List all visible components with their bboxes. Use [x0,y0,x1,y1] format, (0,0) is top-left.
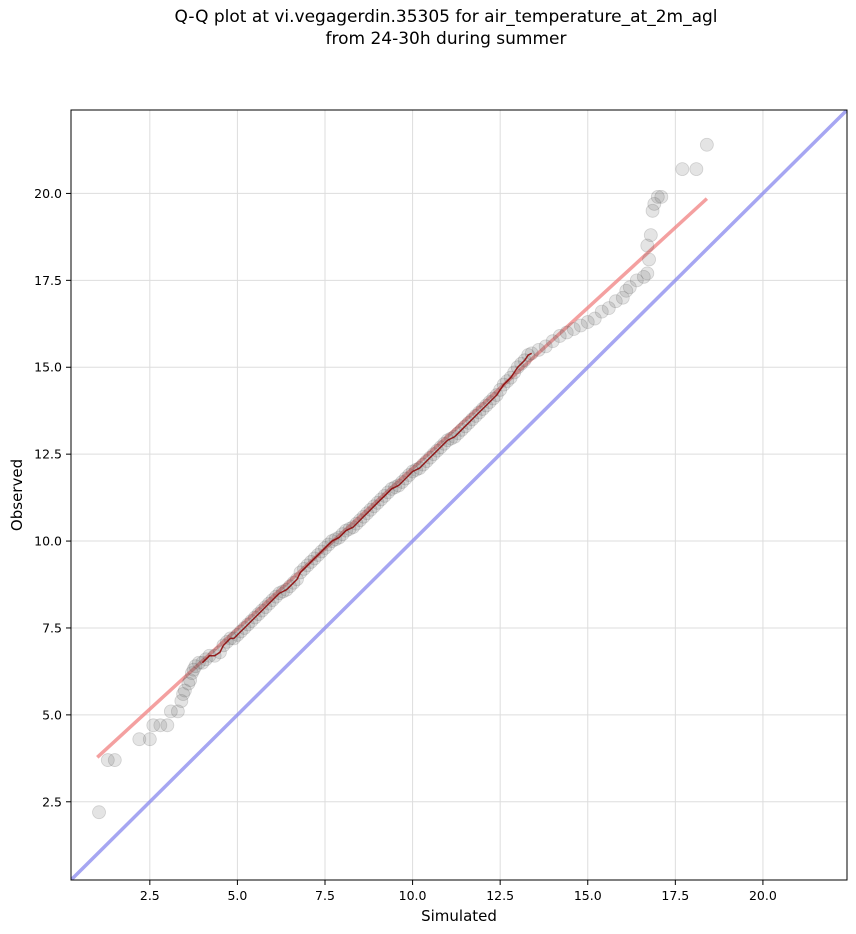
data-point [107,753,122,767]
x-tick-label: 7.5 [315,888,335,903]
data-point [642,252,656,267]
data-point [191,655,206,670]
data-point [594,304,609,319]
x-tick-label: 5.0 [227,888,247,903]
data-point [608,294,623,309]
x-tick-label: 15.0 [574,888,602,903]
data-point [188,659,203,674]
chart-title-line-1: Q-Q plot at vi.vegagerdin.35305 for air_… [174,7,718,27]
data-point [176,687,191,701]
scatter-points [92,137,714,820]
data-point [552,329,567,343]
y-tick-label: 17.5 [34,273,62,288]
x-tick-label: 20.0 [749,888,777,903]
dense-quantile-trace [201,352,533,664]
data-point [545,334,560,349]
fit-line [96,197,709,759]
data-point [531,342,546,357]
plot-area [71,110,847,880]
data-point [160,718,175,733]
y-tick-label: 5.0 [42,707,62,722]
data-point [146,718,161,733]
data-point [181,676,196,691]
data-point [640,266,655,281]
data-point [186,662,201,677]
y-tick-label: 12.5 [34,447,62,462]
y-tick-label: 2.5 [42,794,62,809]
data-point [622,280,637,295]
data-point [640,238,655,253]
data-point [538,339,553,354]
chart-title: Q-Q plot at vi.vegagerdin.35305 for air_… [0,6,856,50]
x-tick-label: 17.5 [661,888,689,903]
y-axis-label: Observed [8,459,26,531]
y-axis-ticks: 2.5 5.0 7.5 10.0 12.5 15.0 17.5 20.0 [34,186,71,809]
data-point [619,283,634,298]
data-point [647,196,662,211]
data-point [573,318,588,333]
data-point [615,290,630,305]
data-point [170,704,185,719]
y-tick-label: 20.0 [34,186,62,201]
dense-trace-group [201,352,533,664]
data-point [689,162,704,176]
data-point [92,805,106,820]
y-tick-label: 15.0 [34,360,62,375]
data-point [699,137,714,152]
chart-title-line-2: from 24-30h during summer [325,29,567,49]
data-point [142,732,157,747]
fit-line-group [96,197,709,759]
x-tick-label: 12.5 [486,888,514,903]
x-axis-ticks: 2.5 5.0 7.5 10.0 12.5 15.0 17.5 20.0 [140,880,777,903]
data-point [629,273,644,288]
x-tick-label: 10.0 [399,888,427,903]
identity-line [71,110,847,880]
data-point [153,718,168,733]
axes-frame [70,109,848,881]
data-point [601,301,616,316]
data-point [654,190,669,204]
data-point [559,325,574,340]
data-point [163,704,178,719]
y-tick-label: 10.0 [34,534,62,549]
data-point [643,228,658,243]
identity-line-group [71,110,847,880]
x-axis-label: Simulated [421,907,497,925]
data-point [675,162,690,176]
data-point [566,322,581,336]
data-point [650,190,665,204]
data-point [183,673,198,688]
x-tick-label: 2.5 [140,888,160,903]
data-point [100,753,115,767]
data-point [587,311,602,326]
y-tick-label: 7.5 [42,620,62,635]
data-point [580,315,595,329]
data-point [132,732,147,747]
data-point [184,666,199,681]
data-point [645,203,660,218]
grid [71,110,847,880]
data-point [636,269,651,284]
data-point [177,683,192,698]
data-point [174,694,189,708]
